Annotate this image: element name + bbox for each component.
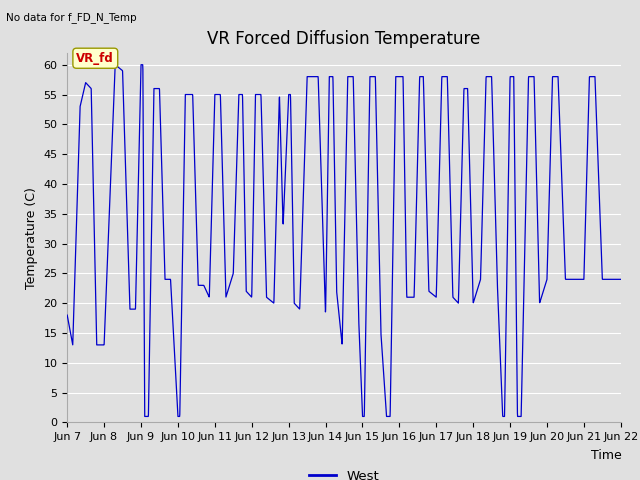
Text: VR_fd: VR_fd: [76, 52, 114, 65]
Legend: West: West: [304, 464, 384, 480]
Title: VR Forced Diffusion Temperature: VR Forced Diffusion Temperature: [207, 30, 481, 48]
Y-axis label: Temperature (C): Temperature (C): [25, 187, 38, 288]
Text: No data for f_FD_N_Temp: No data for f_FD_N_Temp: [6, 12, 137, 23]
Text: Time: Time: [591, 449, 622, 462]
